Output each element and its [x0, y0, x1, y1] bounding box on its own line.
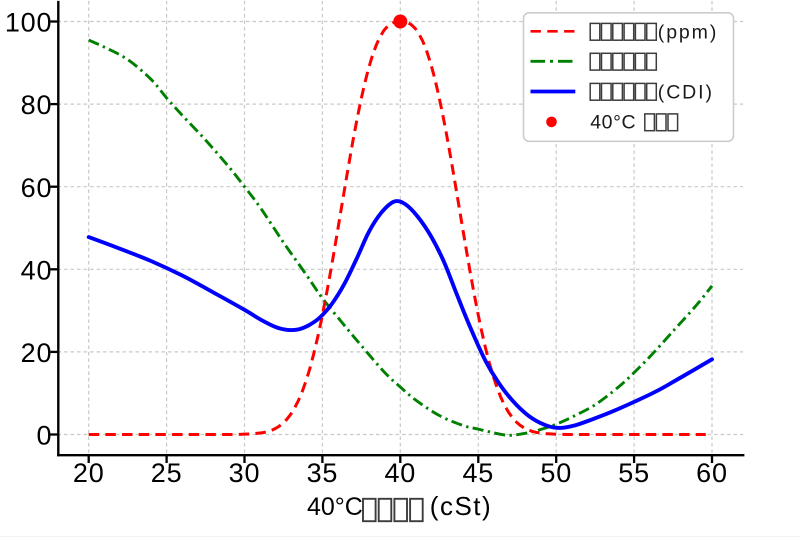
svg-text:(ppm): (ppm): [658, 21, 718, 43]
svg-text:35: 35: [307, 458, 339, 488]
svg-text:0: 0: [36, 421, 52, 451]
svg-text:60: 60: [696, 458, 728, 488]
svg-text:30: 30: [229, 458, 261, 488]
svg-text:50: 50: [540, 458, 572, 488]
svg-text:25: 25: [151, 458, 183, 488]
svg-text:40: 40: [21, 255, 53, 285]
svg-text:40°C: 40°C: [307, 493, 363, 521]
svg-text:20: 20: [73, 458, 105, 488]
svg-text:40°C: 40°C: [590, 112, 636, 134]
svg-text:55: 55: [618, 458, 650, 488]
svg-text:45: 45: [462, 458, 494, 488]
svg-text:40: 40: [384, 458, 416, 488]
svg-text:(cSt): (cSt): [430, 491, 492, 521]
svg-text:80: 80: [21, 90, 53, 120]
svg-text:60: 60: [21, 173, 53, 203]
svg-text:20: 20: [21, 338, 53, 368]
svg-text:100: 100: [5, 8, 52, 38]
svg-text:(CDI): (CDI): [658, 81, 714, 103]
